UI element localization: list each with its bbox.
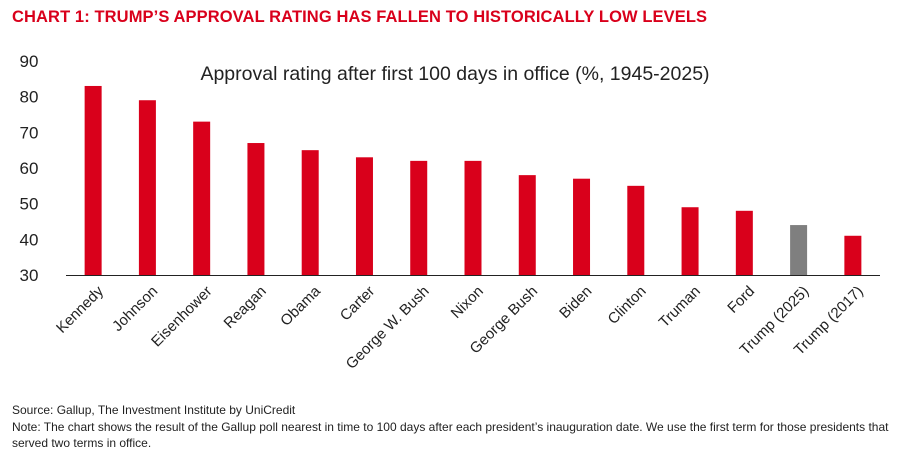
chart-footer: Source: Gallup, The Investment Institute… [12,402,902,452]
bar-george-bush [518,175,536,275]
chart-subtitle: Approval rating after first 100 days in … [200,63,709,85]
bar-biden [573,178,591,275]
bar-nixon [464,160,482,275]
bar-eisenhower [193,121,211,275]
bar-carter [355,157,373,275]
x-tick-label: Nixon [448,283,487,322]
bar-kennedy [84,85,102,275]
x-tick-label: Reagan [221,283,270,332]
chart-heading: CHART 1: TRUMP’S APPROVAL RATING HAS FAL… [12,8,708,26]
bar-trump-2017 [844,235,862,275]
x-tick-label: Biden [556,283,595,322]
methodology-note: Note: The chart shows the result of the … [12,419,889,451]
x-tick-label: Clinton [605,283,650,328]
x-tick-label: Carter [337,283,378,324]
bar-truman [681,207,699,275]
bar-clinton [627,185,645,275]
bars [84,85,862,275]
bar-chart: Approval rating after first 100 days in … [20,52,880,373]
y-tick-label: 80 [20,88,39,107]
x-tick-label: Johnson [109,283,161,335]
bar-obama [301,150,319,275]
bar-trump-2025 [790,225,808,275]
bar-george-w-bush [410,160,428,275]
y-tick-label: 60 [20,159,39,178]
y-tick-label: 30 [20,266,39,285]
y-tick-label: 70 [20,123,39,142]
y-tick-label: 40 [20,230,39,249]
y-axis: 30 40 50 60 70 80 90 [20,52,39,285]
x-tick-label: Truman [656,283,704,331]
bar-reagan [247,143,265,275]
source-note: Source: Gallup, The Investment Institute… [12,403,296,417]
bar-ford [735,210,753,275]
x-tick-label: Obama [277,282,324,329]
y-tick-label: 50 [20,195,39,214]
x-tick-label: Kennedy [53,282,107,336]
bar-johnson [138,100,156,275]
y-tick-label: 90 [20,52,39,71]
x-tick-label: Ford [724,283,758,317]
